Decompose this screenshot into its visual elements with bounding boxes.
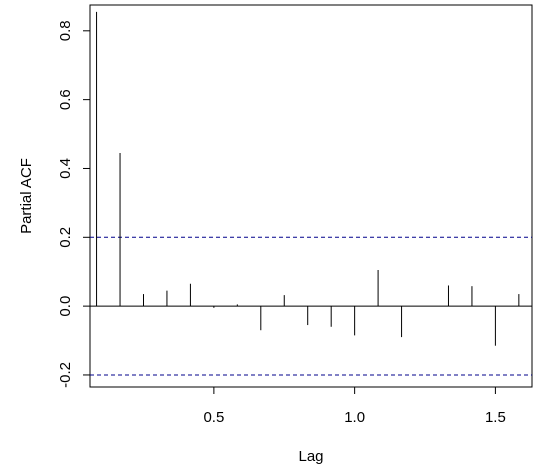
x-tick-label: 1.0 xyxy=(344,409,365,426)
plot-frame xyxy=(89,4,533,388)
y-tick-label: 0.0 xyxy=(57,296,74,317)
y-tick-label: 0.8 xyxy=(57,20,74,41)
y-tick-label: 0.4 xyxy=(57,158,74,179)
x-tick-label: 0.5 xyxy=(203,409,224,426)
pacf-bars xyxy=(96,11,520,346)
y-tick-label: -0.2 xyxy=(57,362,74,388)
y-tick-label: 0.6 xyxy=(57,89,74,110)
y-axis: -0.2 0.0 0.2 0.4 0.6 0.8 xyxy=(57,20,90,388)
confidence-bounds xyxy=(90,236,532,376)
x-tick-label: 1.5 xyxy=(485,409,506,426)
x-axis: 0.5 1.0 1.5 xyxy=(203,387,506,426)
x-axis-label: Lag xyxy=(298,448,323,465)
y-axis-label: Partial ACF xyxy=(18,158,35,234)
y-tick-label: 0.2 xyxy=(57,227,74,248)
